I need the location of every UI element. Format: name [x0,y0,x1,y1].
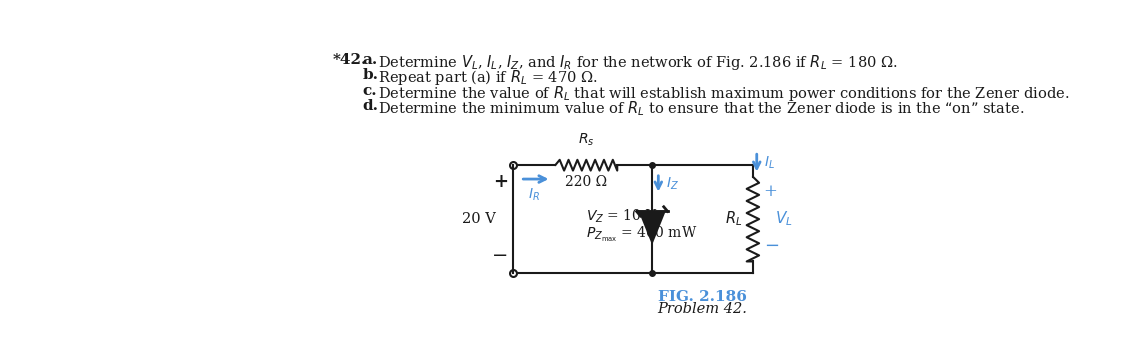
Text: Determine $V_L$, $I_L$, $I_Z$, and $I_R$ for the network of Fig. 2.186 if $R_L$ : Determine $V_L$, $I_L$, $I_Z$, and $I_R$… [378,53,898,72]
Text: b.: b. [362,68,378,82]
Text: −: − [492,247,508,265]
Text: $P_{Z_{\mathrm{max}}}$ = 400 mW: $P_{Z_{\mathrm{max}}}$ = 400 mW [586,225,698,244]
Text: Problem 42.: Problem 42. [657,302,747,316]
Text: c.: c. [362,84,377,98]
Text: $I_Z$: $I_Z$ [666,175,680,192]
Text: Determine the minimum value of $R_L$ to ensure that the Zener diode is in the “o: Determine the minimum value of $R_L$ to … [378,99,1024,118]
Text: Determine the value of $R_L$ that will establish maximum power conditions for th: Determine the value of $R_L$ that will e… [378,84,1070,103]
Text: FIG. 2.186: FIG. 2.186 [658,290,747,304]
Text: $I_L$: $I_L$ [765,155,775,171]
Text: a.: a. [362,53,378,67]
Text: 20 V: 20 V [461,212,496,226]
Text: d.: d. [362,99,378,113]
Text: −: − [764,237,778,255]
Text: $R_s$: $R_s$ [578,132,594,148]
Text: 220 Ω: 220 Ω [565,175,608,189]
Text: $I_R$: $I_R$ [528,187,540,203]
Text: +: + [493,173,508,191]
Text: $V_Z$ = 10 V: $V_Z$ = 10 V [586,207,657,225]
Text: *42.: *42. [333,53,367,67]
Text: Repeat part (a) if $R_L$ = 470 Ω.: Repeat part (a) if $R_L$ = 470 Ω. [378,68,597,87]
Text: $R_L$: $R_L$ [724,210,742,229]
Polygon shape [640,211,665,242]
Text: +: + [764,183,777,200]
Text: $V_L$: $V_L$ [775,210,792,229]
